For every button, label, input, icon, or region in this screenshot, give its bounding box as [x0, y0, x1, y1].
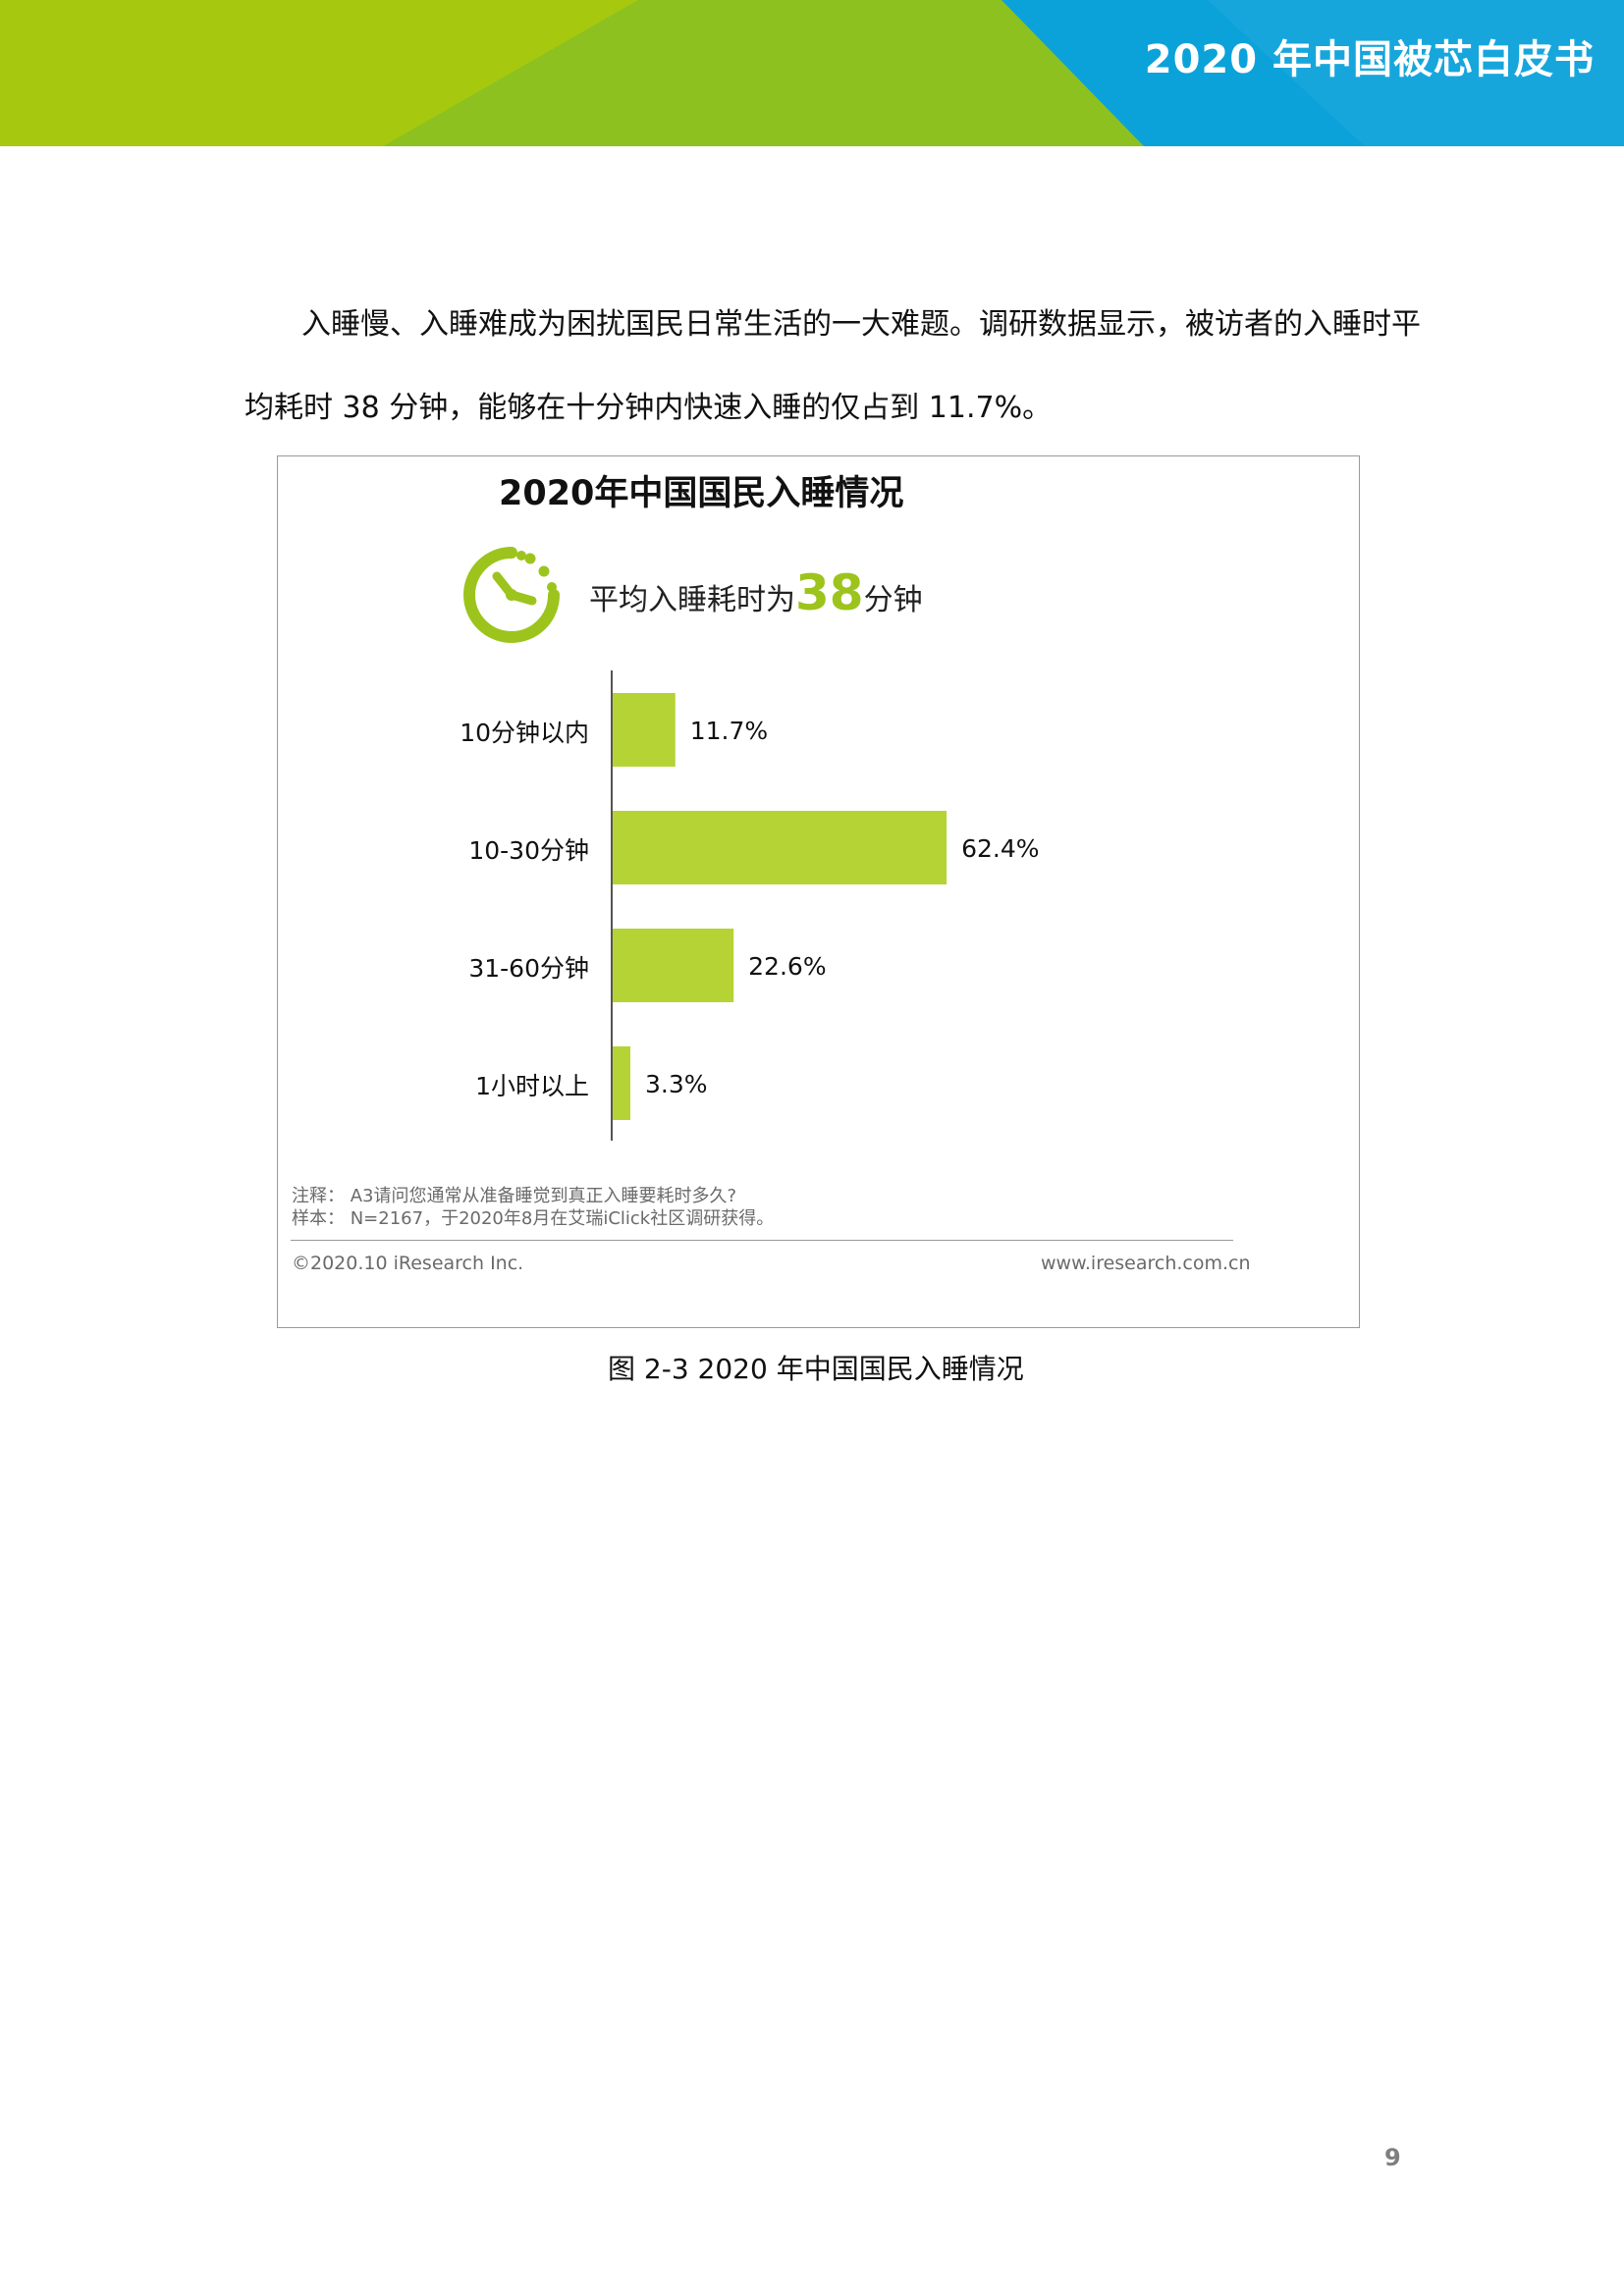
value-label: 11.7% [689, 716, 769, 745]
bar [613, 929, 734, 1002]
chart-note: 注释： A3请问您通常从准备睡觉到真正入睡要耗时多久? [292, 1186, 737, 1206]
figure-frame [277, 455, 1360, 1328]
copyright: ©2020.10 iResearch Inc. [292, 1253, 524, 1274]
body-text-line: 均耗时 38 分钟，能够在十分钟内快速入睡的仅占到 11.7%。 [244, 391, 1053, 425]
average-sleep-time: 平均入睡耗时为38分钟 [589, 564, 923, 621]
value-label: 62.4% [961, 833, 1040, 863]
category-label: 10-30分钟 [468, 835, 589, 865]
bar [613, 693, 676, 767]
header-band [0, 0, 1624, 146]
figure-caption: 图 2-3 2020 年中国国民入睡情况 [608, 1353, 1024, 1385]
note-divider [291, 1240, 1233, 1241]
average-label-before: 平均入睡耗时为 [589, 583, 795, 617]
category-label: 31-60分钟 [468, 953, 589, 983]
body-text-line: 入睡慢、入睡难成为困扰国民日常生活的一大难题。调研数据显示，被访者的入睡时平 [301, 307, 1421, 342]
category-label: 1小时以上 [475, 1071, 589, 1100]
page-number: 9 [1384, 2144, 1401, 2171]
bar [613, 1046, 630, 1120]
chart-sample: 样本： N=2167，于2020年8月在艾瑞iClick社区调研获得。 [292, 1208, 775, 1229]
clock-icon [463, 547, 560, 643]
average-value: 38 [795, 564, 864, 621]
value-label: 22.6% [748, 951, 827, 981]
website: www.iresearch.com.cn [1041, 1253, 1251, 1274]
value-label: 3.3% [644, 1069, 708, 1098]
chart-title: 2020年中国国民入睡情况 [499, 474, 904, 513]
header-title: 2020 年中国被芯白皮书 [1144, 37, 1595, 82]
bar [613, 811, 947, 884]
average-label-after: 分钟 [863, 583, 923, 617]
category-label: 10分钟以内 [460, 718, 589, 747]
